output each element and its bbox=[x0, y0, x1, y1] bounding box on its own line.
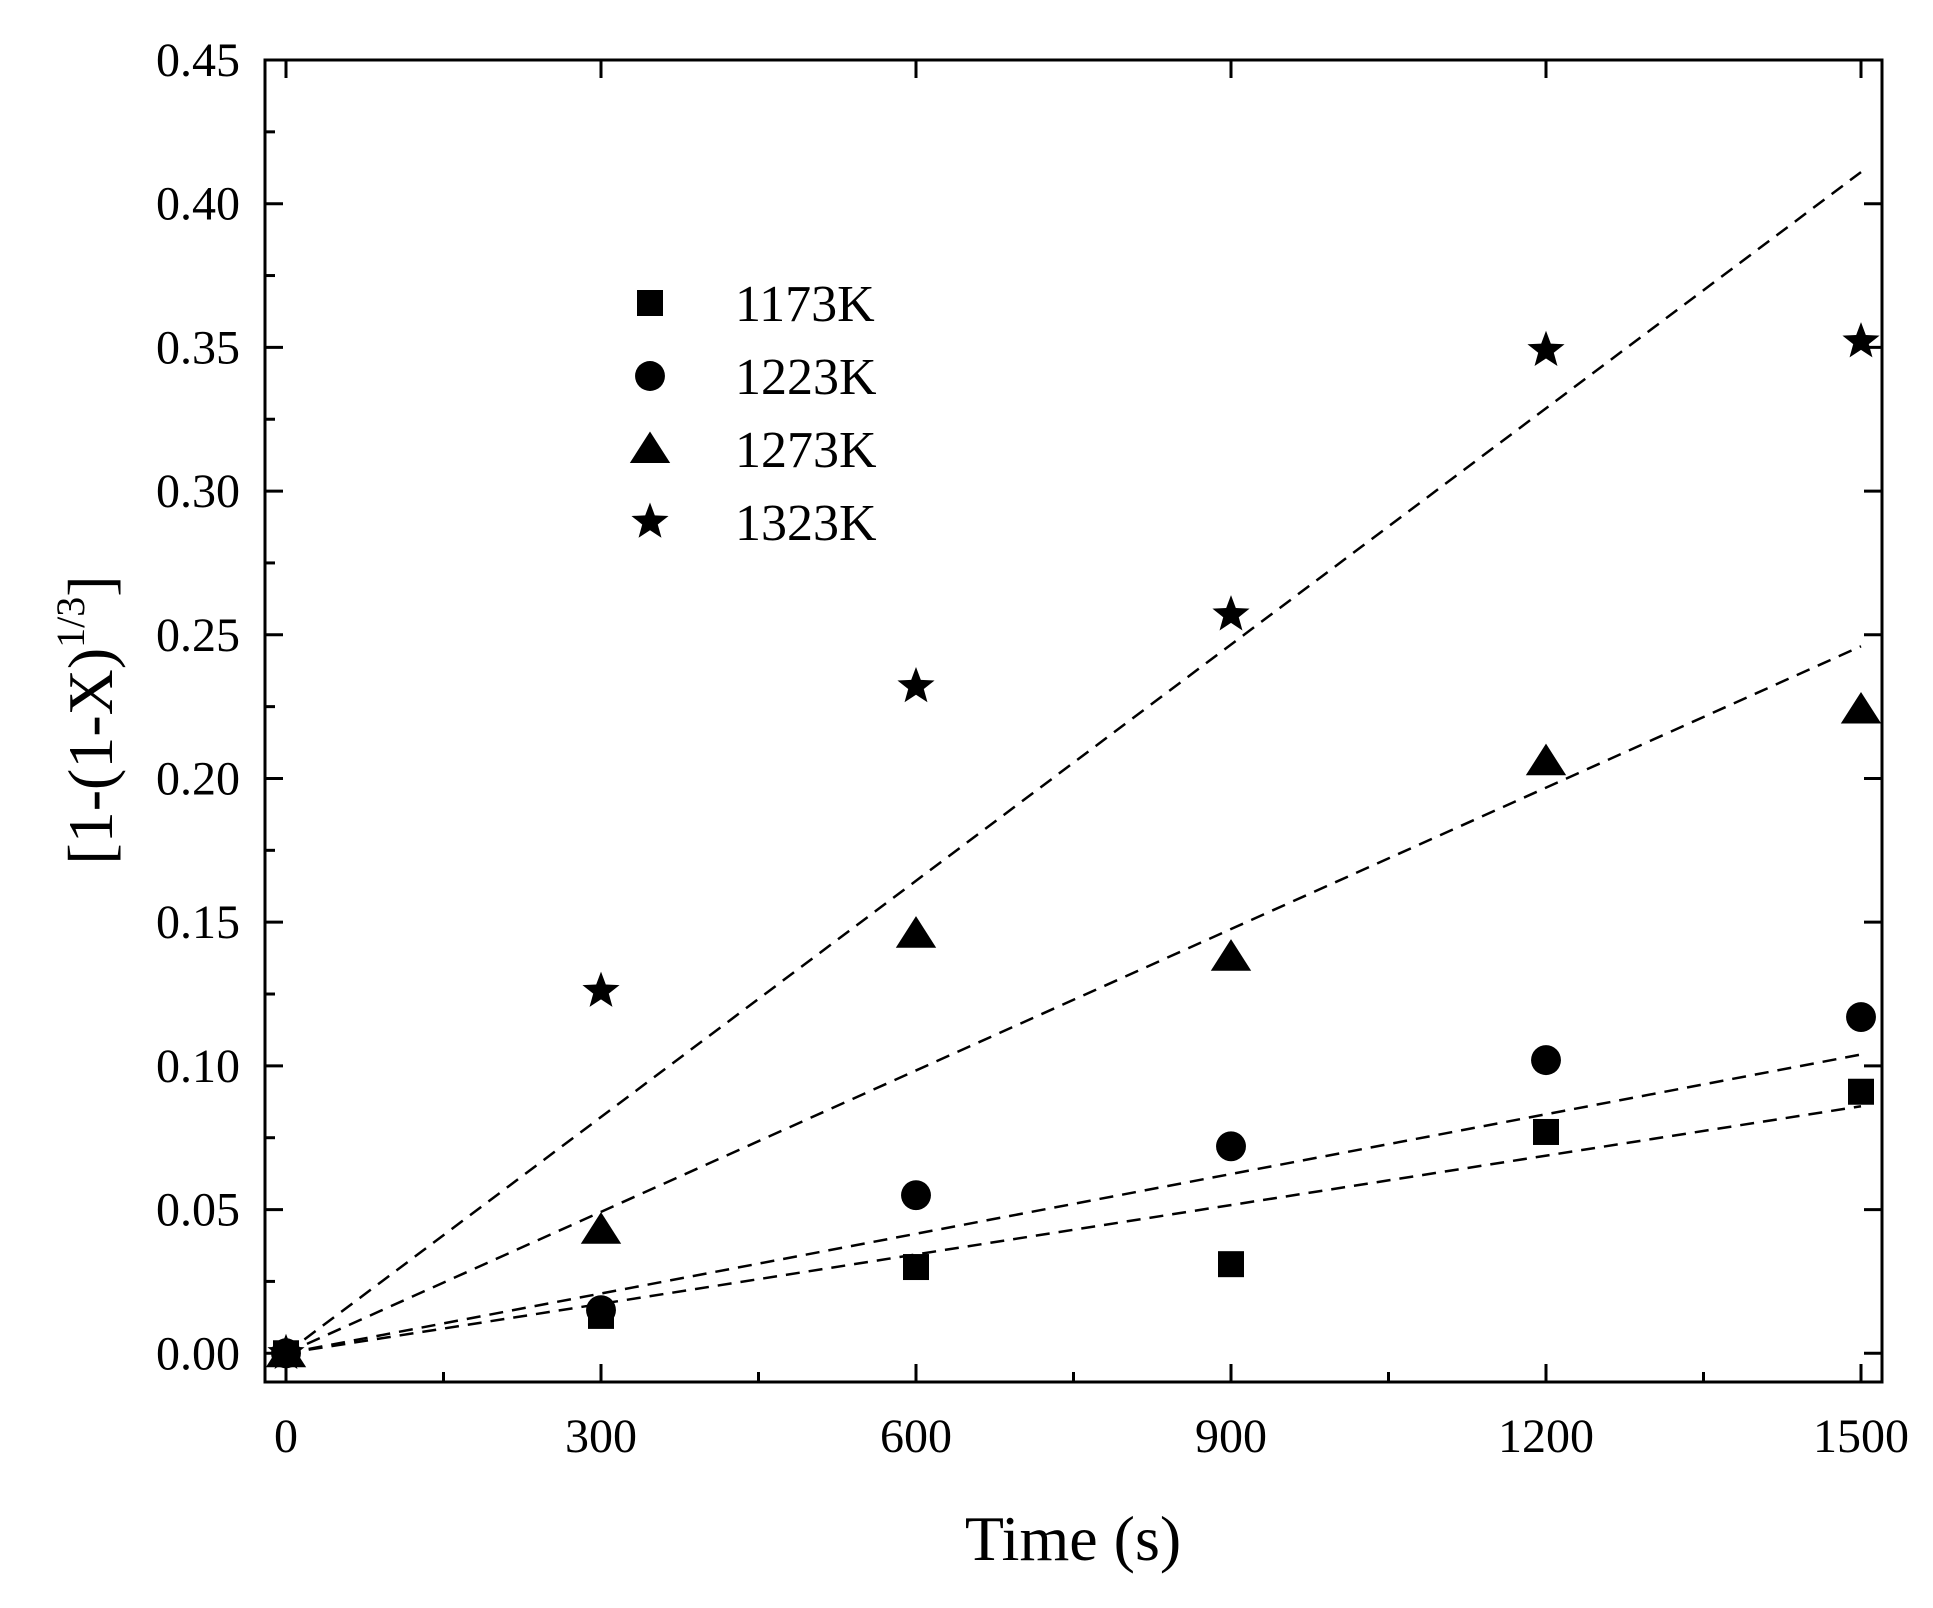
y-axis-title: [1-(1-X)1/3] bbox=[48, 575, 126, 864]
y-tick-label: 0.40 bbox=[156, 178, 240, 231]
legend: 1173K 1223K 1273K 1323K bbox=[629, 276, 877, 552]
y-tick-label: 0.15 bbox=[156, 896, 240, 949]
x-tick-label: 600 bbox=[880, 1410, 952, 1463]
data-point-1173K bbox=[903, 1254, 929, 1281]
x-tick-label: 900 bbox=[1195, 1410, 1267, 1463]
data-point-1323K bbox=[897, 667, 935, 703]
y-tick-label: 0.00 bbox=[156, 1327, 240, 1380]
y-tick-label: 0.05 bbox=[156, 1184, 240, 1237]
data-point-1223K bbox=[586, 1295, 616, 1326]
y-axis: 0.00 0.05 0.10 0.15 0.20 0.25 0.30 0.35 0.40 0.45 bbox=[156, 34, 1882, 1380]
y-tick-label: 0.20 bbox=[156, 752, 240, 805]
data-point-1223K bbox=[901, 1180, 931, 1211]
data-point-1323K bbox=[1212, 595, 1250, 631]
fit-line-1273K bbox=[285, 645, 1862, 1355]
legend-marker-1323K bbox=[631, 502, 669, 538]
data-markers bbox=[265, 322, 1882, 1370]
data-point-1273K bbox=[1525, 743, 1567, 776]
x-tick-label: 0 bbox=[274, 1410, 298, 1463]
y-tick-label: 0.10 bbox=[156, 1040, 240, 1093]
fit-lines bbox=[285, 171, 1862, 1355]
legend-label: 1223K bbox=[735, 349, 877, 406]
y-axis-title-close: ] bbox=[55, 575, 126, 596]
y-tick-label: 0.45 bbox=[156, 34, 240, 87]
y-tick-label: 0.30 bbox=[156, 465, 240, 518]
legend-label: 1173K bbox=[735, 276, 875, 333]
fit-line-1323K bbox=[285, 171, 1862, 1355]
x-tick-label: 1200 bbox=[1498, 1410, 1594, 1463]
legend-marker-1273K bbox=[629, 431, 671, 464]
x-tick-label: 300 bbox=[565, 1410, 637, 1463]
fit-line-1223K bbox=[285, 1053, 1862, 1355]
data-point-1273K bbox=[1210, 939, 1252, 971]
y-tick-label: 0.25 bbox=[156, 609, 240, 662]
legend-marker-1223K bbox=[635, 361, 665, 391]
legend-label: 1323K bbox=[735, 495, 877, 552]
data-point-1273K bbox=[580, 1212, 622, 1244]
data-point-1173K bbox=[1533, 1118, 1559, 1145]
data-point-1223K bbox=[1531, 1045, 1561, 1076]
data-point-1173K bbox=[1218, 1251, 1244, 1278]
data-point-1273K bbox=[1840, 691, 1882, 724]
data-point-1173K bbox=[1848, 1078, 1874, 1105]
plot-frame bbox=[263, 58, 1884, 1384]
x-axis: 0 300 600 900 1200 1500 bbox=[274, 60, 1909, 1463]
data-point-1223K bbox=[1846, 1002, 1876, 1032]
legend-label: 1273K bbox=[735, 422, 877, 479]
data-point-1273K bbox=[895, 916, 937, 948]
data-point-1323K bbox=[1527, 330, 1565, 367]
x-tick-label: 1500 bbox=[1813, 1410, 1909, 1463]
data-point-1323K bbox=[1842, 322, 1880, 358]
fit-line-1173K bbox=[285, 1105, 1862, 1355]
y-axis-title-main: [1-(1-X) bbox=[55, 648, 126, 865]
svg-text:[1-(1-X)1/3]: [1-(1-X)1/3] bbox=[48, 575, 126, 864]
data-point-1323K bbox=[267, 1333, 305, 1370]
x-axis-title: Time (s) bbox=[965, 1503, 1181, 1574]
y-axis-title-exponent: 1/3 bbox=[48, 597, 93, 648]
data-point-1223K bbox=[1216, 1131, 1246, 1162]
data-point-1323K bbox=[582, 971, 620, 1007]
legend-marker-1173K bbox=[637, 290, 663, 316]
y-tick-label: 0.35 bbox=[156, 321, 240, 374]
